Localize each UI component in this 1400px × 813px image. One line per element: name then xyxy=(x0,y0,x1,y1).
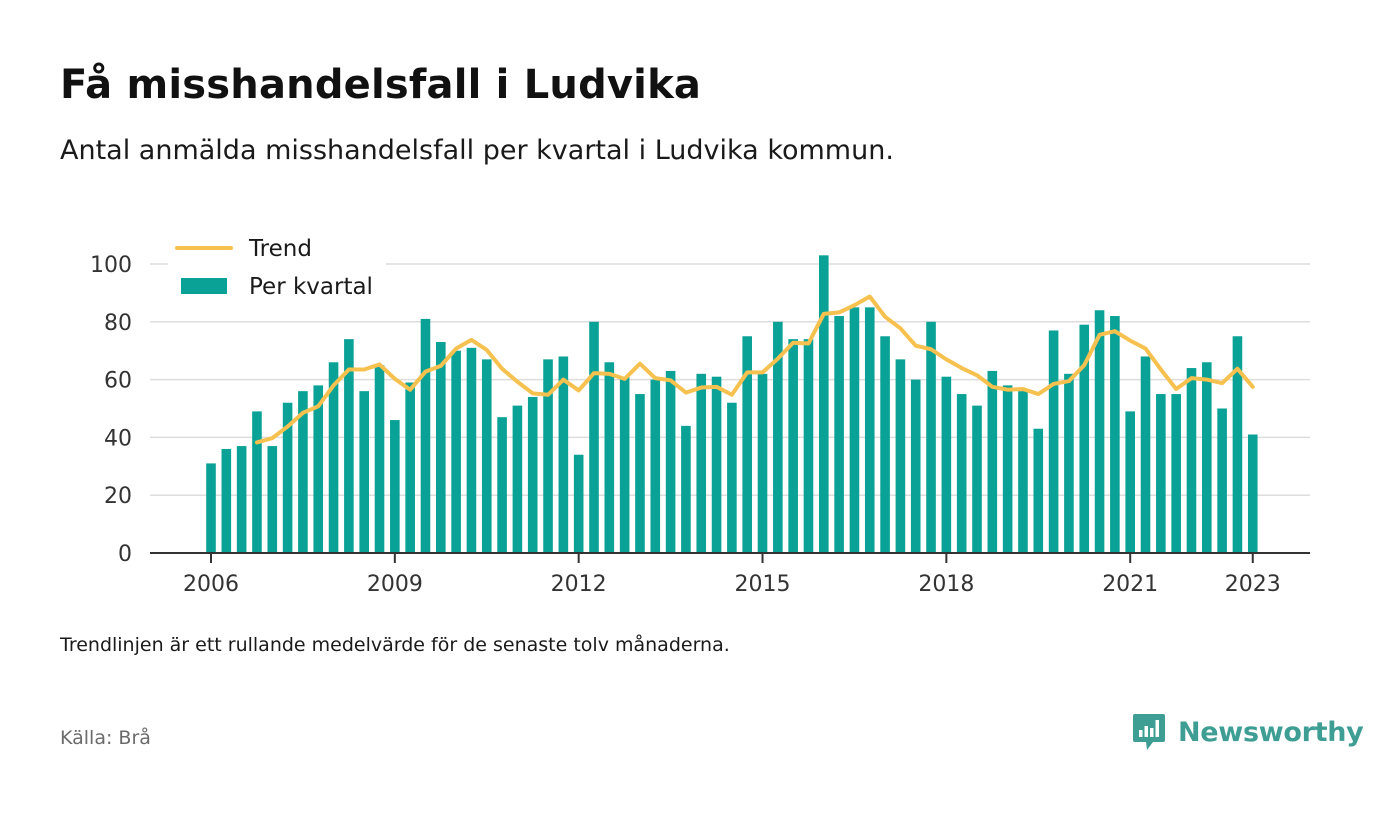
bar xyxy=(374,365,385,553)
bar xyxy=(573,454,584,553)
bar xyxy=(834,316,844,553)
bar xyxy=(650,379,661,553)
bar xyxy=(880,336,890,553)
bar xyxy=(619,376,630,553)
bar xyxy=(236,446,247,553)
bar xyxy=(696,373,707,553)
y-tick-label: 40 xyxy=(104,426,132,451)
trend-line xyxy=(254,294,1255,445)
bar xyxy=(635,394,645,553)
bar xyxy=(788,339,798,553)
legend-bar-swatch xyxy=(181,278,227,294)
bar xyxy=(1232,336,1243,553)
newsworthy-logo-icon xyxy=(1133,714,1165,750)
y-tick-label: 80 xyxy=(104,311,132,336)
bar xyxy=(1079,324,1090,553)
bar xyxy=(252,411,262,553)
bar xyxy=(910,379,921,553)
bar xyxy=(1140,356,1151,553)
brand: Newsworthy xyxy=(1132,712,1364,752)
bar xyxy=(527,396,538,553)
x-tick-label: 2018 xyxy=(918,572,974,597)
bar xyxy=(1064,373,1074,553)
bar xyxy=(589,321,599,553)
y-tick-label: 100 xyxy=(90,253,132,278)
bar xyxy=(941,376,952,553)
bar xyxy=(543,359,553,553)
bar xyxy=(727,402,737,553)
bar xyxy=(803,339,814,553)
bar xyxy=(1125,411,1135,553)
bar xyxy=(864,307,875,553)
bar xyxy=(1171,394,1181,553)
bar xyxy=(1048,330,1059,553)
bar xyxy=(512,405,523,553)
bar xyxy=(987,370,998,553)
bar xyxy=(420,318,431,553)
bar xyxy=(757,373,768,553)
x-tick-label: 2023 xyxy=(1225,572,1281,597)
legend-bar-label: Per kvartal xyxy=(249,274,373,300)
bar xyxy=(436,342,446,553)
chart-title: Få misshandelsfall i Ludvika xyxy=(60,62,702,108)
bar xyxy=(451,350,461,553)
x-tick-label: 2009 xyxy=(367,572,423,597)
y-axis-ticks: 0 20 40 60 80 100 xyxy=(90,253,132,567)
bar xyxy=(1002,385,1013,553)
bar xyxy=(773,321,783,553)
y-tick-label: 20 xyxy=(104,484,132,509)
chart-subtitle: Antal anmälda misshandelsfall per kvarta… xyxy=(60,135,894,166)
bar xyxy=(405,382,415,553)
bar xyxy=(359,391,369,553)
bar xyxy=(1110,316,1120,553)
bar-series xyxy=(206,255,1258,553)
bar xyxy=(1156,394,1166,553)
bar xyxy=(1202,362,1212,553)
bar xyxy=(895,359,906,553)
bar xyxy=(282,402,293,553)
x-tick-label: 2012 xyxy=(551,572,607,597)
footnote: Trendlinjen är ett rullande medelvärde f… xyxy=(60,634,730,656)
bar xyxy=(1018,391,1028,553)
bar xyxy=(298,391,308,553)
x-axis-ticks: 2006 2009 2012 2015 2018 2021 2023 xyxy=(183,553,1281,597)
bar xyxy=(390,420,400,553)
bar xyxy=(665,370,676,553)
bar xyxy=(466,347,477,553)
bar xyxy=(267,446,278,553)
bar xyxy=(1094,310,1105,553)
x-tick-label: 2021 xyxy=(1102,572,1158,597)
bar xyxy=(742,336,752,553)
bar xyxy=(681,425,691,553)
bar xyxy=(972,405,982,553)
bar xyxy=(819,255,829,553)
bar xyxy=(481,359,492,553)
bar xyxy=(604,362,615,553)
brand-name: Newsworthy xyxy=(1178,716,1364,748)
bar xyxy=(344,339,354,553)
legend: Trend Per kvartal xyxy=(168,226,386,306)
bar xyxy=(1247,434,1258,553)
bar xyxy=(206,463,216,553)
x-tick-label: 2006 xyxy=(183,572,239,597)
bar xyxy=(1033,428,1044,553)
bar xyxy=(221,448,232,553)
bar xyxy=(926,321,936,553)
bar xyxy=(328,362,339,553)
x-tick-label: 2015 xyxy=(735,572,791,597)
bar xyxy=(1186,368,1197,553)
bar xyxy=(711,376,722,553)
bar xyxy=(313,385,324,553)
y-tick-label: 0 xyxy=(118,542,132,567)
bar xyxy=(956,394,967,553)
source-label: Källa: Brå xyxy=(60,727,151,749)
y-tick-label: 60 xyxy=(104,369,132,394)
legend-trend-label: Trend xyxy=(248,236,312,262)
bar xyxy=(1217,408,1227,553)
bar xyxy=(849,307,860,553)
bar xyxy=(558,356,569,553)
bar xyxy=(497,417,507,553)
